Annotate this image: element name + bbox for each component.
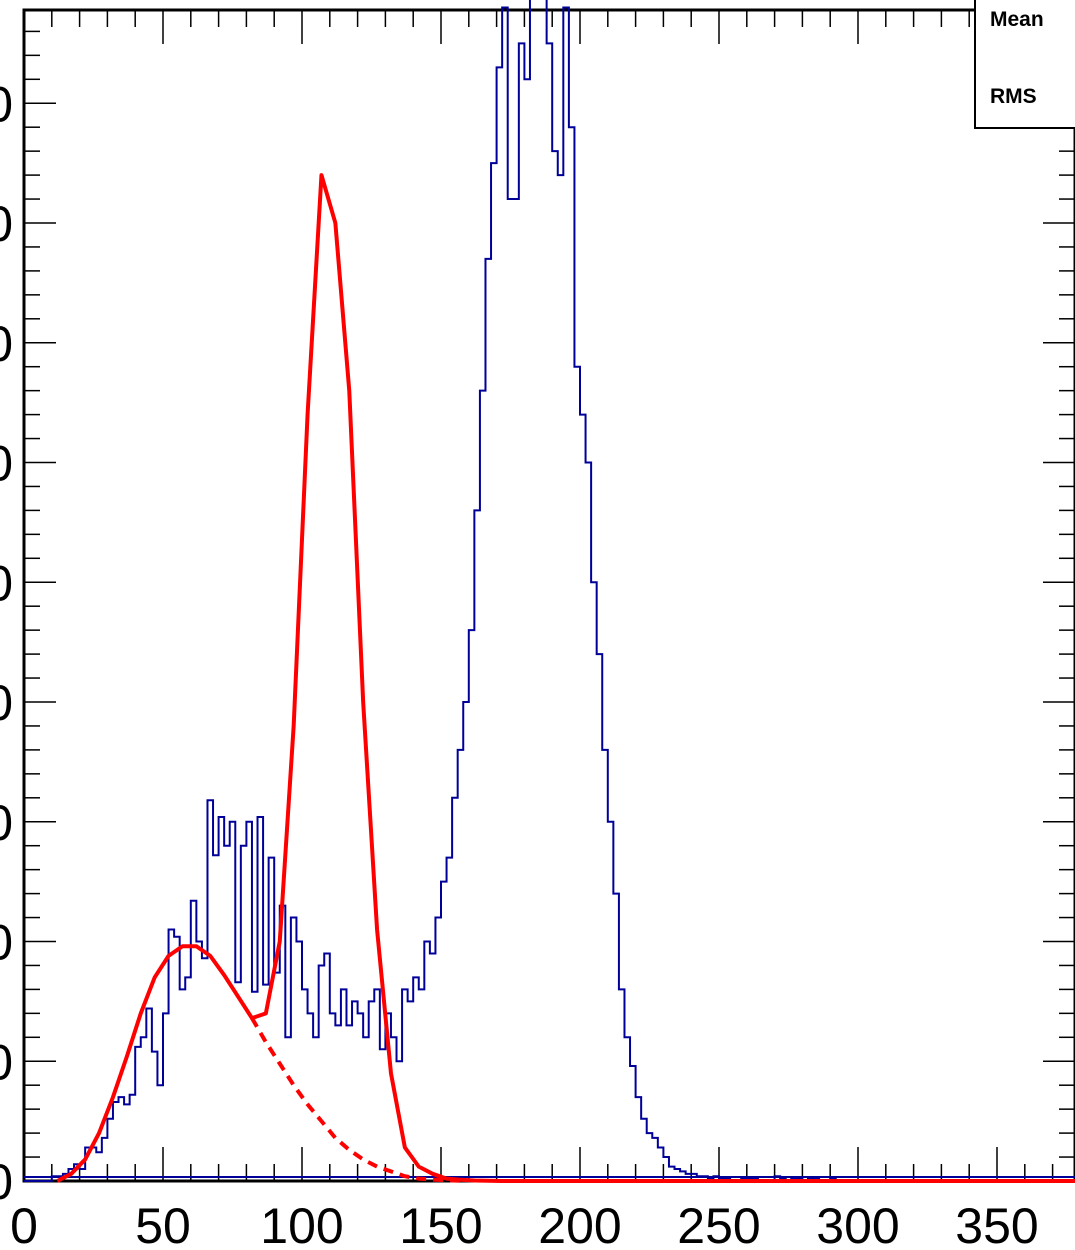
y-tick-label: 0 bbox=[0, 555, 13, 611]
y-tick-label: 0 bbox=[0, 795, 13, 851]
y-tick-label: 0 bbox=[0, 1154, 13, 1210]
stats-box-frame bbox=[974, 0, 1075, 129]
x-tick-label: 300 bbox=[816, 1198, 899, 1250]
x-tick-label: 150 bbox=[399, 1198, 482, 1250]
x-tick-label: 250 bbox=[677, 1198, 760, 1250]
stats-rms-label: RMS bbox=[990, 85, 1037, 108]
y-tick-label: 0 bbox=[0, 316, 13, 372]
x-tick-label: 100 bbox=[260, 1198, 343, 1250]
y-tick-label: 0 bbox=[0, 915, 13, 971]
stats-mean-label: Mean bbox=[990, 8, 1044, 31]
y-tick-label: 0 bbox=[0, 196, 13, 252]
y-tick-label: 0 bbox=[0, 76, 13, 132]
plot-frame bbox=[22, 8, 1075, 1183]
x-tick-label: 350 bbox=[955, 1198, 1038, 1250]
histogram-line bbox=[24, 0, 1075, 1182]
axis-tick-labels: 0501001502002503003500000000000 bbox=[0, 76, 1039, 1250]
x-tick-label: 50 bbox=[135, 1198, 191, 1250]
fit-total-line bbox=[56, 173, 1075, 1183]
stats-box: Mean RMS bbox=[974, 0, 1075, 129]
fit-background-line bbox=[250, 1017, 461, 1183]
y-tick-label: 0 bbox=[0, 1034, 13, 1090]
y-tick-label: 0 bbox=[0, 675, 13, 731]
axis-ticks bbox=[23, 10, 1075, 1182]
chart-series bbox=[24, 0, 1075, 1183]
x-tick-label: 200 bbox=[538, 1198, 621, 1250]
y-tick-label: 0 bbox=[0, 436, 13, 492]
x-tick-label: 0 bbox=[10, 1198, 38, 1250]
